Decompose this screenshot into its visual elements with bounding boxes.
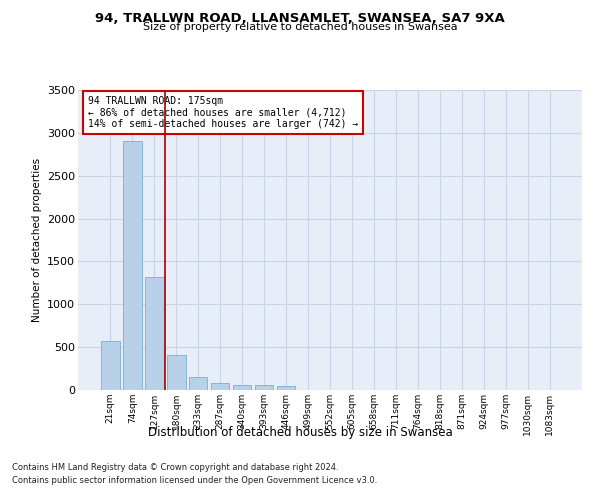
Text: Contains HM Land Registry data © Crown copyright and database right 2024.: Contains HM Land Registry data © Crown c… — [12, 464, 338, 472]
Bar — [167, 355, 185, 390]
Bar — [189, 376, 208, 390]
Bar — [233, 385, 251, 390]
Y-axis label: Number of detached properties: Number of detached properties — [32, 158, 41, 322]
Text: 94 TRALLWN ROAD: 175sqm
← 86% of detached houses are smaller (4,712)
14% of semi: 94 TRALLWN ROAD: 175sqm ← 86% of detache… — [88, 96, 358, 129]
Bar — [101, 341, 119, 390]
Bar — [277, 386, 295, 390]
Bar — [123, 142, 142, 390]
Text: Contains public sector information licensed under the Open Government Licence v3: Contains public sector information licen… — [12, 476, 377, 485]
Bar — [211, 383, 229, 390]
Bar — [255, 386, 274, 390]
Text: Distribution of detached houses by size in Swansea: Distribution of detached houses by size … — [148, 426, 452, 439]
Text: Size of property relative to detached houses in Swansea: Size of property relative to detached ho… — [143, 22, 457, 32]
Text: 94, TRALLWN ROAD, LLANSAMLET, SWANSEA, SA7 9XA: 94, TRALLWN ROAD, LLANSAMLET, SWANSEA, S… — [95, 12, 505, 26]
Bar — [145, 277, 164, 390]
